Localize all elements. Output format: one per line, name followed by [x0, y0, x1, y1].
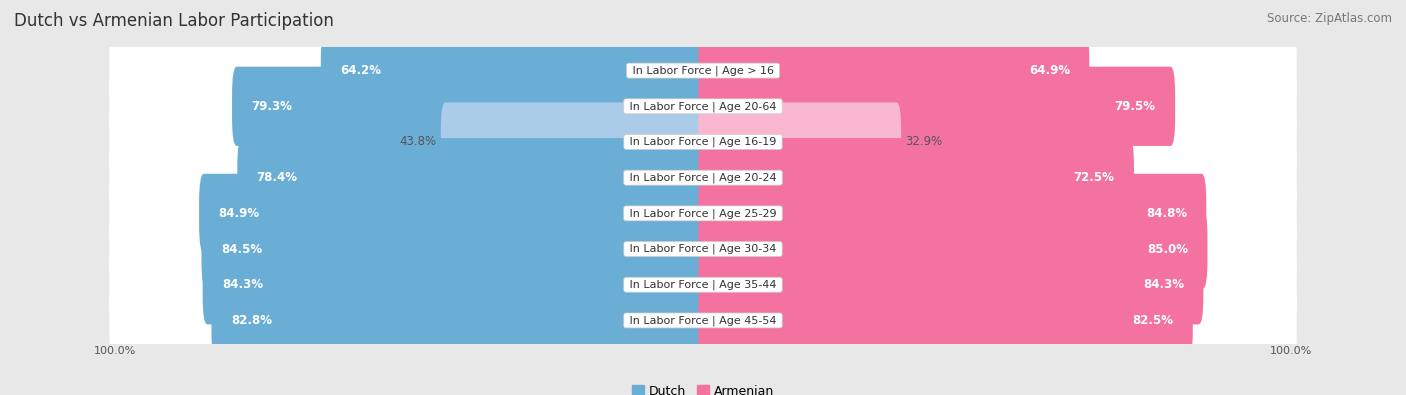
Text: In Labor Force | Age 30-34: In Labor Force | Age 30-34 [626, 244, 780, 254]
FancyBboxPatch shape [321, 31, 707, 110]
Text: 79.3%: 79.3% [252, 100, 292, 113]
Text: 64.9%: 64.9% [1029, 64, 1070, 77]
FancyBboxPatch shape [699, 67, 1175, 146]
FancyBboxPatch shape [110, 71, 1296, 141]
FancyBboxPatch shape [699, 102, 901, 182]
FancyBboxPatch shape [699, 174, 1206, 253]
Text: In Labor Force | Age 20-24: In Labor Force | Age 20-24 [626, 173, 780, 183]
Text: 84.9%: 84.9% [218, 207, 260, 220]
FancyBboxPatch shape [202, 245, 707, 324]
Text: In Labor Force | Age > 16: In Labor Force | Age > 16 [628, 65, 778, 76]
FancyBboxPatch shape [110, 143, 1296, 213]
FancyBboxPatch shape [232, 67, 707, 146]
FancyBboxPatch shape [699, 209, 1208, 289]
FancyBboxPatch shape [110, 36, 1296, 104]
FancyBboxPatch shape [110, 143, 1296, 211]
FancyBboxPatch shape [699, 281, 1192, 360]
Legend: Dutch, Armenian: Dutch, Armenian [627, 380, 779, 395]
Text: 85.0%: 85.0% [1147, 243, 1188, 256]
Text: In Labor Force | Age 16-19: In Labor Force | Age 16-19 [626, 137, 780, 147]
FancyBboxPatch shape [201, 209, 707, 289]
Text: In Labor Force | Age 35-44: In Labor Force | Age 35-44 [626, 280, 780, 290]
Text: 84.3%: 84.3% [222, 278, 263, 291]
FancyBboxPatch shape [200, 174, 707, 253]
FancyBboxPatch shape [440, 102, 707, 182]
FancyBboxPatch shape [110, 250, 1296, 320]
Text: In Labor Force | Age 25-29: In Labor Force | Age 25-29 [626, 208, 780, 218]
Text: Dutch vs Armenian Labor Participation: Dutch vs Armenian Labor Participation [14, 12, 335, 30]
Text: In Labor Force | Age 45-54: In Labor Force | Age 45-54 [626, 315, 780, 326]
Text: 43.8%: 43.8% [399, 135, 437, 149]
FancyBboxPatch shape [110, 179, 1296, 247]
FancyBboxPatch shape [110, 107, 1296, 177]
FancyBboxPatch shape [238, 138, 707, 217]
Text: 82.5%: 82.5% [1132, 314, 1174, 327]
FancyBboxPatch shape [699, 245, 1204, 324]
FancyBboxPatch shape [110, 36, 1296, 105]
FancyBboxPatch shape [211, 281, 707, 360]
Text: 78.4%: 78.4% [257, 171, 298, 184]
Text: 84.8%: 84.8% [1146, 207, 1187, 220]
Text: 32.9%: 32.9% [905, 135, 942, 149]
FancyBboxPatch shape [699, 31, 1090, 110]
FancyBboxPatch shape [699, 138, 1135, 217]
FancyBboxPatch shape [110, 214, 1296, 282]
Text: 84.3%: 84.3% [1143, 278, 1184, 291]
Text: 72.5%: 72.5% [1074, 171, 1115, 184]
Text: 82.8%: 82.8% [231, 314, 271, 327]
FancyBboxPatch shape [110, 107, 1296, 175]
FancyBboxPatch shape [110, 286, 1296, 354]
FancyBboxPatch shape [110, 214, 1296, 284]
Text: 64.2%: 64.2% [340, 64, 381, 77]
Text: 84.5%: 84.5% [221, 243, 262, 256]
FancyBboxPatch shape [110, 71, 1296, 140]
FancyBboxPatch shape [110, 286, 1296, 356]
Text: Source: ZipAtlas.com: Source: ZipAtlas.com [1267, 12, 1392, 25]
Text: In Labor Force | Age 20-64: In Labor Force | Age 20-64 [626, 101, 780, 111]
Text: 79.5%: 79.5% [1115, 100, 1156, 113]
FancyBboxPatch shape [110, 250, 1296, 318]
FancyBboxPatch shape [110, 179, 1296, 248]
